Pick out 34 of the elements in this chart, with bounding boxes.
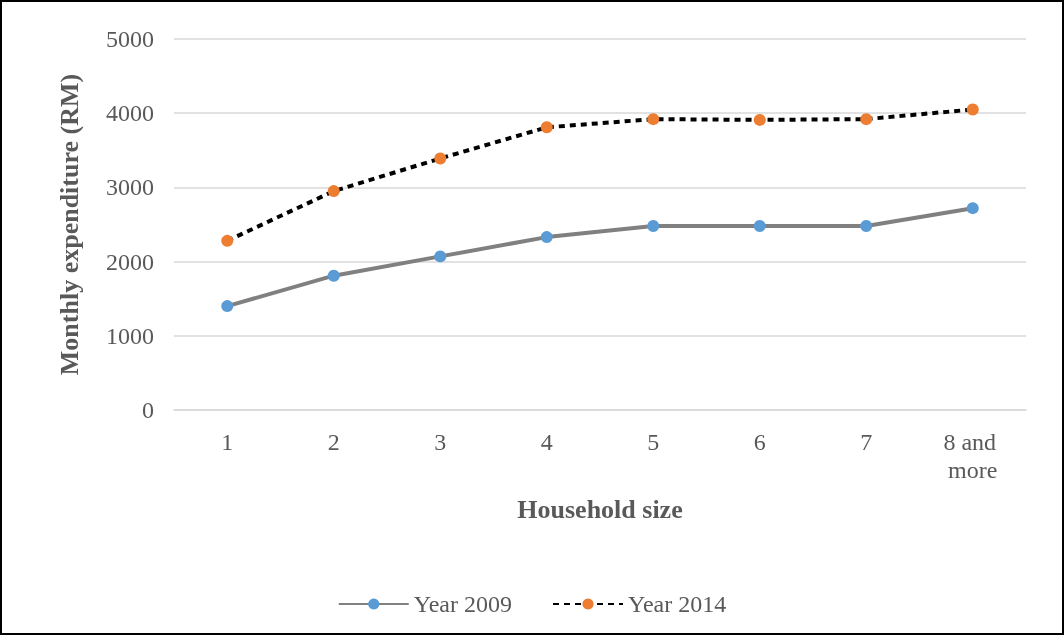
x-tick-label: 4 bbox=[540, 429, 553, 455]
x-tick-label: 8 and more bbox=[943, 429, 1003, 483]
x-axis-title: Household size bbox=[517, 494, 683, 524]
point bbox=[647, 219, 660, 232]
x-tick-label: 2 bbox=[327, 429, 340, 455]
point bbox=[860, 113, 873, 126]
x-tick-label: 6 bbox=[753, 429, 766, 455]
point bbox=[327, 269, 340, 282]
point bbox=[434, 250, 447, 263]
x-tick-label: 3 bbox=[434, 429, 447, 455]
legend-label: Year 2009 bbox=[413, 591, 513, 617]
y-axis-title: Monthly expenditure (RM) bbox=[54, 73, 84, 376]
y-tick-label: 1000 bbox=[106, 322, 154, 349]
point bbox=[540, 231, 553, 244]
y-tick-label: 0 bbox=[142, 397, 154, 423]
point bbox=[221, 300, 234, 313]
y-tick-label: 5000 bbox=[106, 26, 154, 52]
y-tick-label: 3000 bbox=[106, 174, 154, 201]
point bbox=[434, 152, 447, 165]
point bbox=[860, 219, 873, 232]
x-tick-label: 5 bbox=[647, 429, 660, 455]
point bbox=[966, 103, 979, 116]
point bbox=[221, 234, 234, 247]
point bbox=[753, 219, 766, 232]
point bbox=[966, 202, 979, 215]
point bbox=[327, 185, 340, 198]
x-tick-label: 1 bbox=[221, 429, 234, 455]
y-tick-label: 4000 bbox=[106, 100, 154, 127]
x-tick-label: 7 bbox=[860, 429, 873, 455]
point bbox=[753, 113, 766, 126]
point bbox=[647, 113, 660, 126]
point bbox=[540, 121, 553, 134]
y-tick-label: 2000 bbox=[106, 248, 154, 275]
legend-label: Year 2014 bbox=[628, 591, 727, 617]
